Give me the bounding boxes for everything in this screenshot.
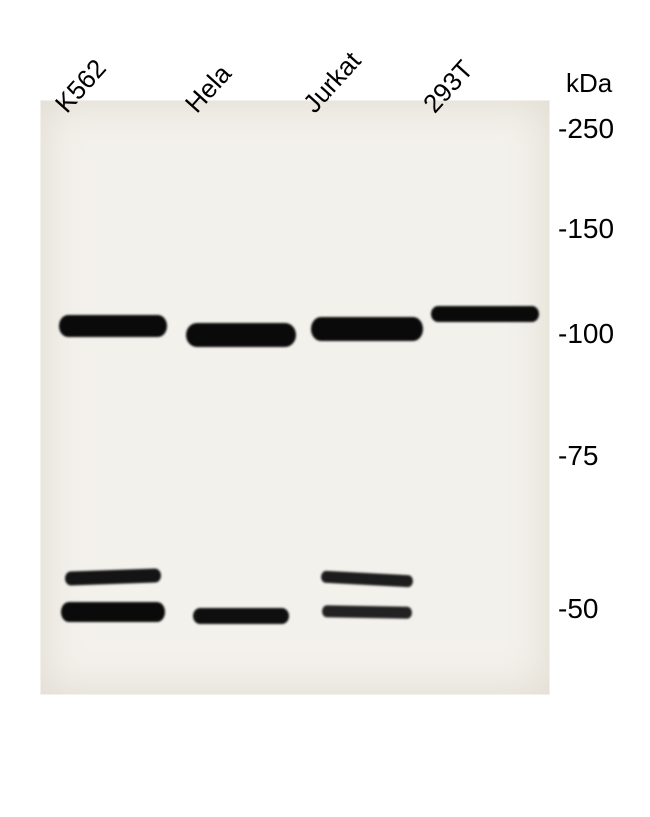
blot-band <box>193 608 289 624</box>
blot-band <box>322 605 412 619</box>
blot-band <box>59 315 167 337</box>
blot-band <box>311 317 423 341</box>
mw-marker-label: -250 <box>558 113 614 145</box>
blot-band <box>61 602 165 622</box>
mw-marker-label: -100 <box>558 318 614 350</box>
unit-label: kDa <box>566 68 612 99</box>
mw-marker-label: -150 <box>558 213 614 245</box>
mw-marker-label: -75 <box>558 440 598 472</box>
figure-canvas: K562HelaJurkat293T kDa -250-150-100-75-5… <box>0 0 650 817</box>
mw-marker-label: -50 <box>558 593 598 625</box>
blot-band <box>186 323 296 347</box>
blot-band <box>431 306 539 322</box>
